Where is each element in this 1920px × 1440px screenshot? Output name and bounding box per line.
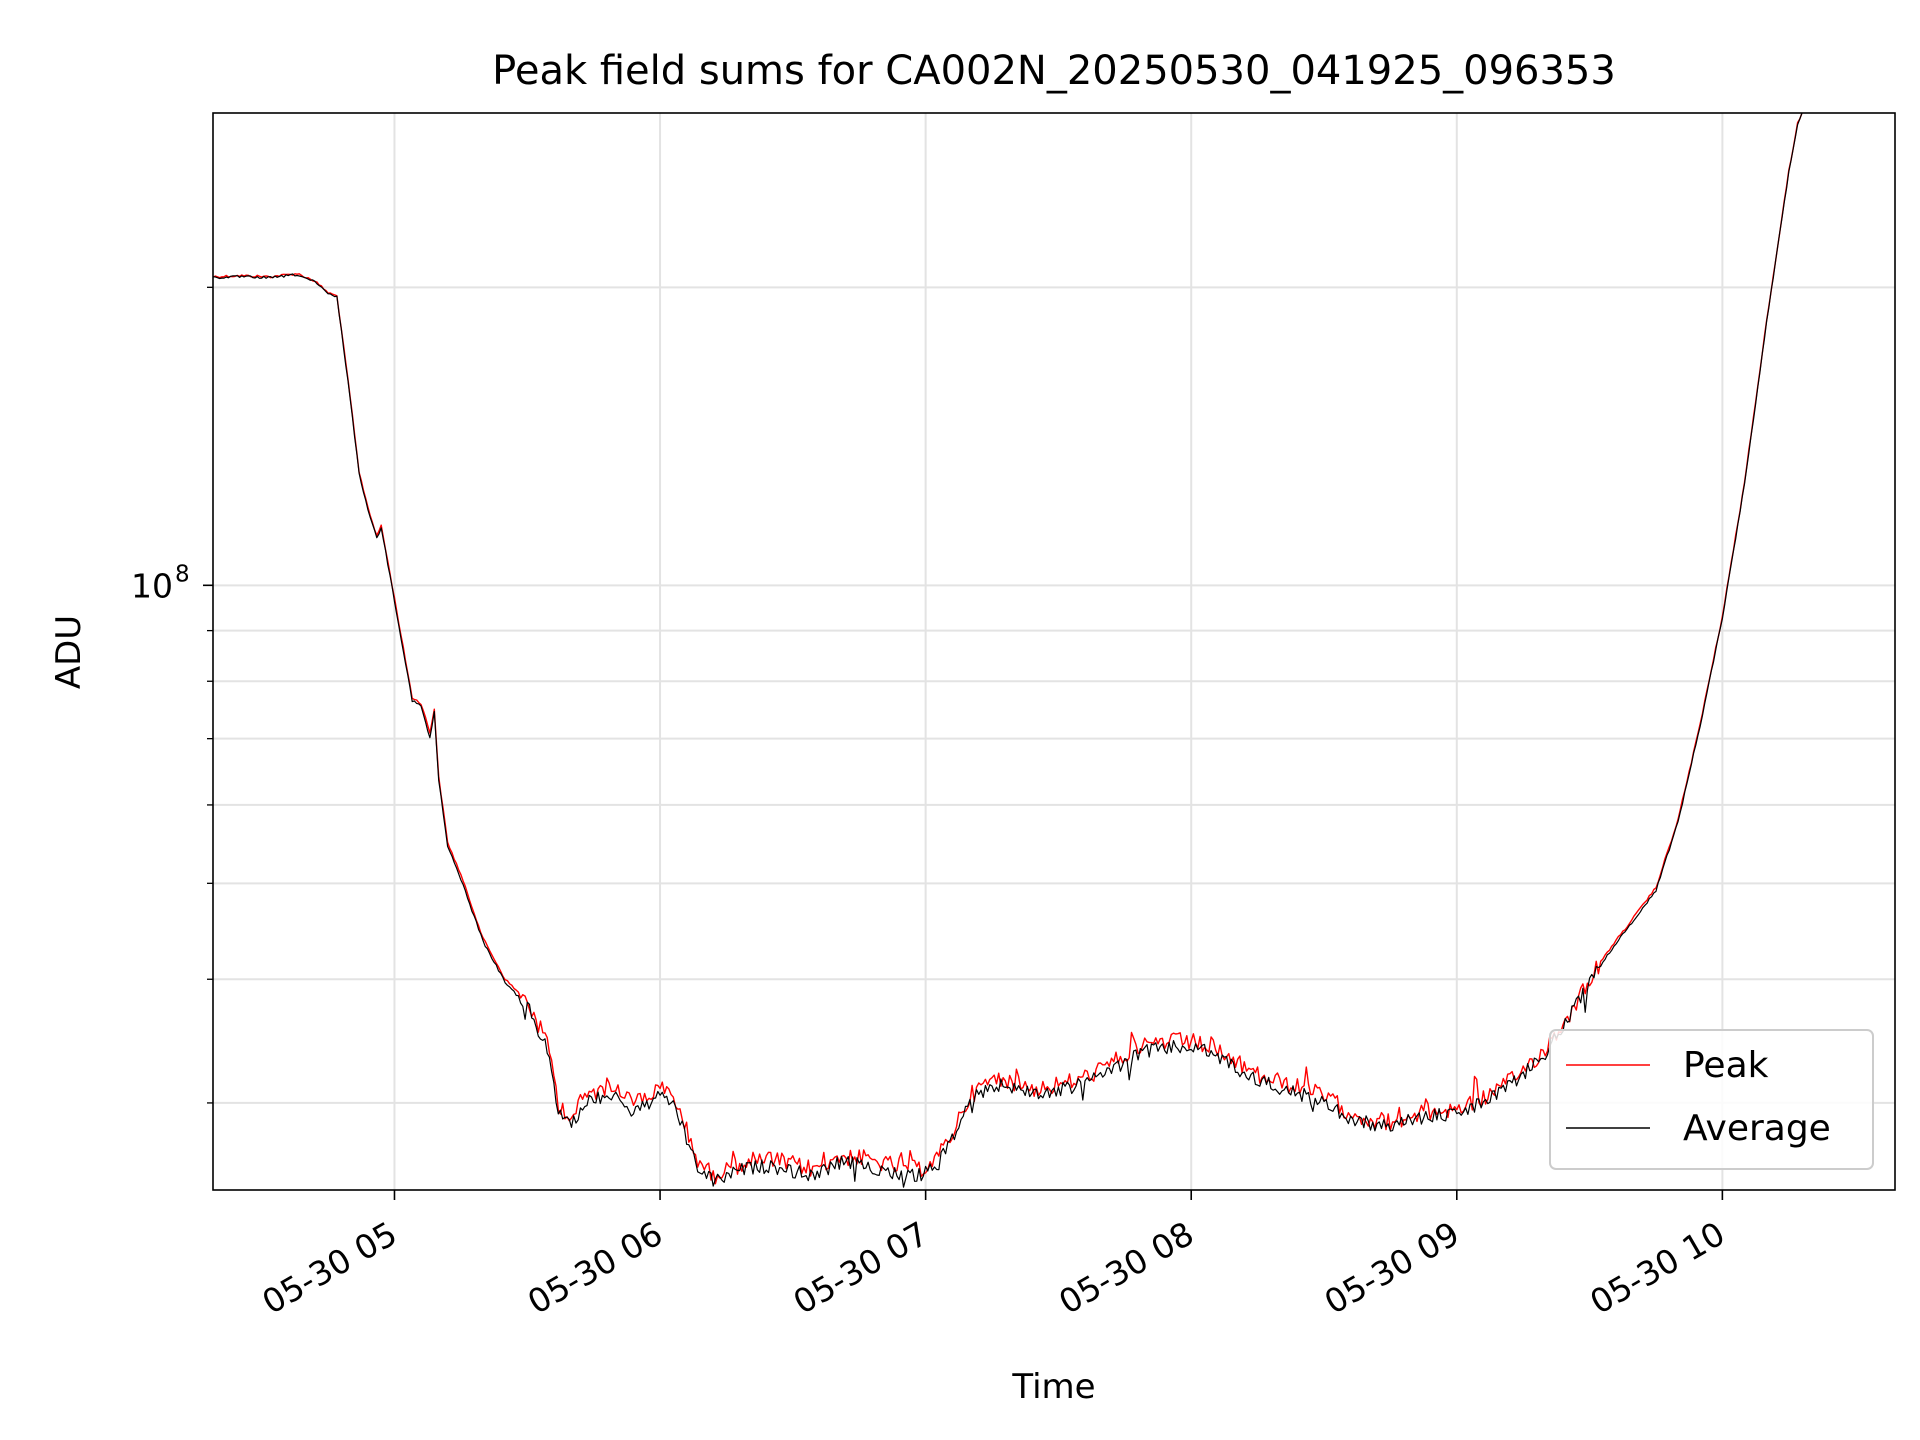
legend: Peak Average: [1549, 1029, 1874, 1170]
chart-title: Peak field sums for CA002N_20250530_0419…: [492, 48, 1616, 94]
x-axis-label: Time: [1011, 1367, 1095, 1407]
plot-area: [213, 113, 1895, 1190]
series-line-average: [213, 112, 1803, 1188]
y-axis-label: ADU: [49, 615, 89, 689]
legend-label-peak: Peak: [1683, 1045, 1769, 1086]
legend-label-average: Average: [1683, 1108, 1831, 1149]
plot-frame: [212, 112, 1896, 1191]
grid: [213, 113, 1895, 1190]
y-tick-label-exponent: 8: [175, 561, 190, 587]
series-line-peak: [212, 112, 1803, 1185]
series-lines: [212, 112, 1803, 1188]
y-tick-label: 10: [131, 566, 173, 605]
